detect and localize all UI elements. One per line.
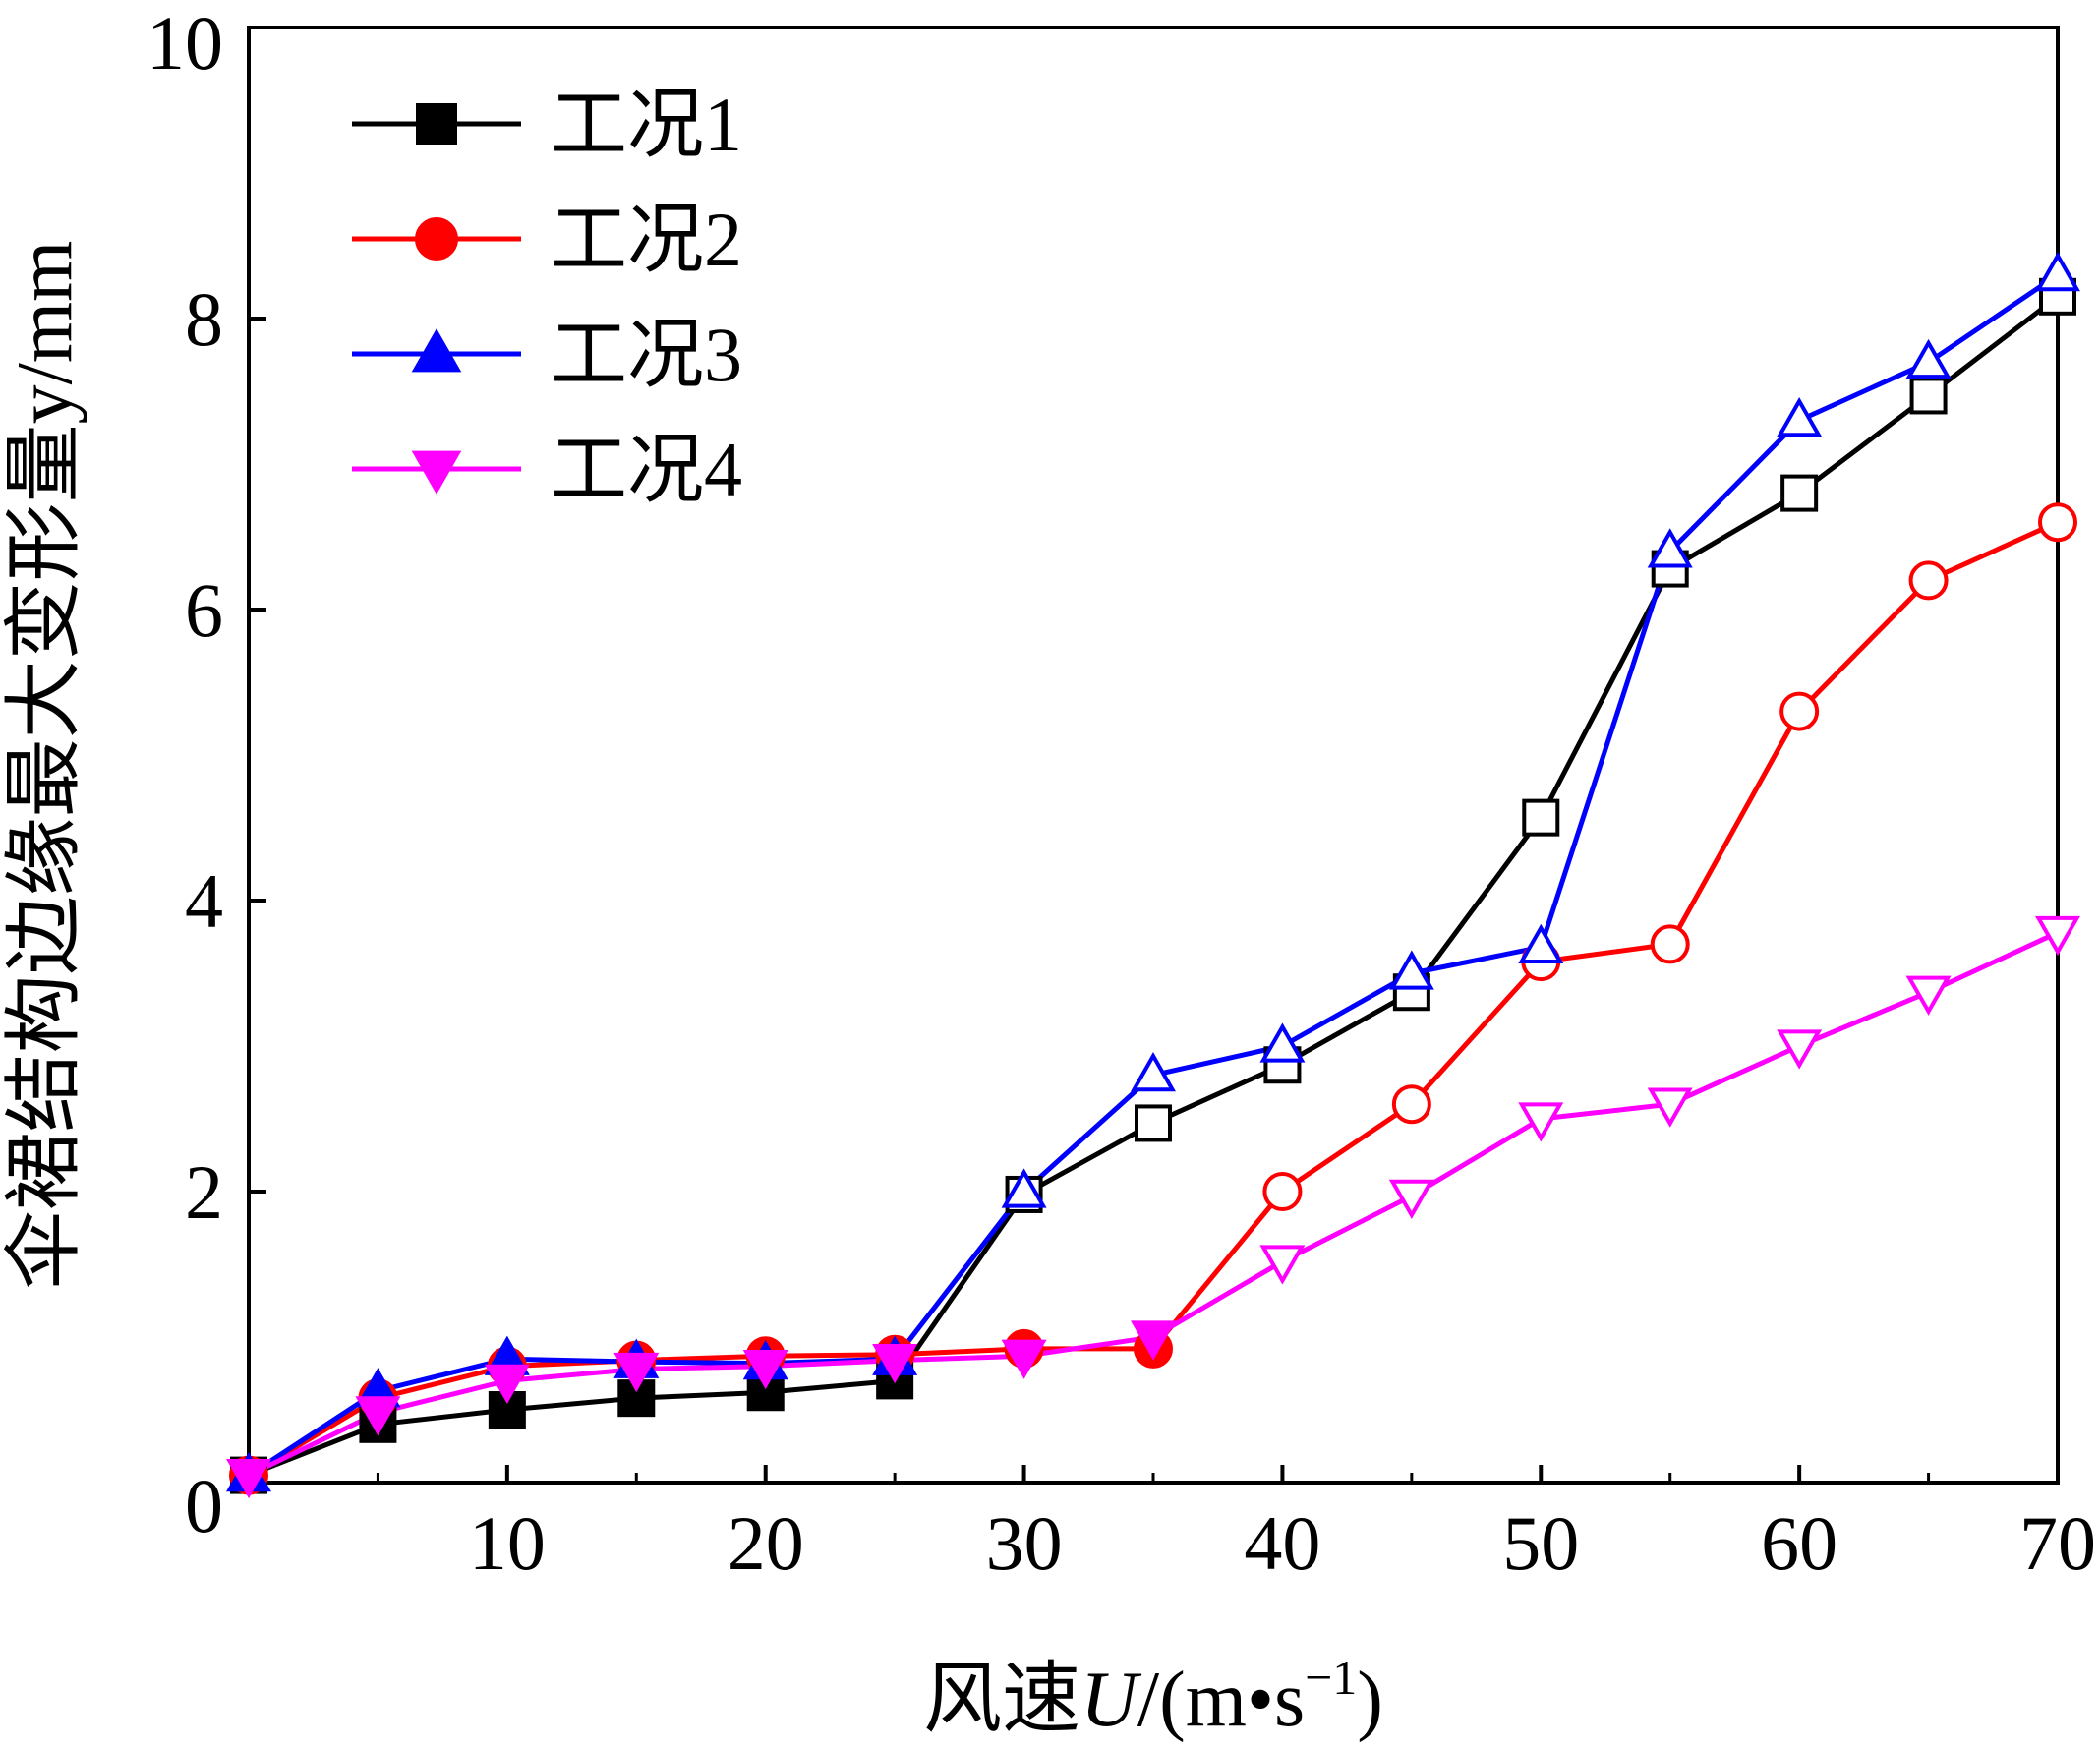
y-tick-label: 8 <box>185 276 223 362</box>
series-4-point <box>2035 915 2080 957</box>
series-markers <box>226 252 2080 1499</box>
y-tick-label: 10 <box>146 0 223 86</box>
legend-marker <box>416 103 457 145</box>
series-4-point <box>1131 1320 1176 1361</box>
series-3-point <box>1518 923 1564 964</box>
x-axis-title: 风速U/(m•s−1) <box>923 1650 1383 1743</box>
series-3-point <box>1905 338 1952 379</box>
series-1-point <box>1909 377 1948 415</box>
series-4-point <box>1001 1339 1047 1379</box>
series-4-point <box>1518 1102 1564 1142</box>
legend-marker <box>415 217 458 261</box>
series-1-point <box>1135 1104 1172 1142</box>
legend-marker <box>411 450 462 495</box>
series-3-point <box>2035 252 2080 292</box>
x-tick-label: 20 <box>728 1500 804 1586</box>
plot-frame <box>247 26 2060 1485</box>
series-1-line <box>248 294 2060 1478</box>
series-3-point <box>1131 1052 1176 1092</box>
series-2-point <box>2038 502 2077 543</box>
series-2-point <box>1779 691 1820 731</box>
x-axis-title-exponent: −1 <box>1305 1650 1357 1705</box>
x-axis-title-unit: /(m•s <box>1138 1657 1305 1743</box>
series-3-point <box>1647 528 1693 568</box>
series-1-point <box>746 1373 785 1412</box>
series-3-line <box>247 272 2060 1478</box>
legend-label: 工况4 <box>551 427 742 512</box>
x-tick-label: 40 <box>1244 1500 1320 1586</box>
series-2-point <box>1391 1084 1431 1125</box>
series-4-point <box>872 1344 918 1384</box>
series-4-point <box>484 1364 530 1404</box>
series-1-point <box>1522 798 1560 837</box>
series-4-point <box>1777 1029 1823 1070</box>
series-4-point <box>226 1458 271 1499</box>
series-4-point <box>1388 1179 1434 1220</box>
series-2-point <box>1650 924 1690 964</box>
x-tick-label: 10 <box>469 1500 546 1586</box>
y-tick-label: 4 <box>185 858 223 944</box>
series-3-point <box>1777 397 1823 438</box>
axis-ticks: 10 20 30 40 50 60 70 0 2 4 6 8 10 <box>146 0 2096 1586</box>
series-3-point <box>1001 1168 1047 1208</box>
x-tick-label: 70 <box>2019 1500 2096 1586</box>
series-1-point <box>1780 474 1819 512</box>
series-2-point <box>1908 560 1949 601</box>
series-4-point <box>1259 1245 1306 1285</box>
series-4-point <box>1905 975 1952 1016</box>
y-axis-title: 伞裙结构边缘最大变形量y/mm <box>2 241 88 1290</box>
y-tick-label: 0 <box>185 1463 223 1548</box>
x-axis-title-variable: U <box>1080 1657 1142 1743</box>
series-4-point <box>742 1349 788 1390</box>
legend-label: 工况2 <box>551 197 742 282</box>
series-2-point <box>1262 1172 1303 1211</box>
series-lines <box>247 272 2060 1478</box>
series-4-point <box>355 1396 401 1436</box>
y-tick-label: 2 <box>185 1149 223 1235</box>
y-tick-label: 6 <box>185 567 223 653</box>
legend-label: 工况1 <box>551 82 742 167</box>
legend: 工况1 工况2 工况3 工况4 <box>352 82 742 512</box>
series-4-point <box>613 1352 660 1393</box>
legend-label: 工况3 <box>551 312 742 397</box>
x-tick-label: 50 <box>1502 1500 1579 1586</box>
x-axis-title-prefix: 风速 <box>923 1657 1080 1743</box>
series-3-point <box>1388 950 1434 990</box>
x-tick-label: 30 <box>986 1500 1063 1586</box>
x-tick-label: 60 <box>1761 1500 1838 1586</box>
series-3-point <box>1259 1022 1306 1063</box>
x-axis-title-close: ) <box>1357 1657 1383 1743</box>
series-4-point <box>1647 1087 1693 1128</box>
legend-marker <box>411 328 462 373</box>
